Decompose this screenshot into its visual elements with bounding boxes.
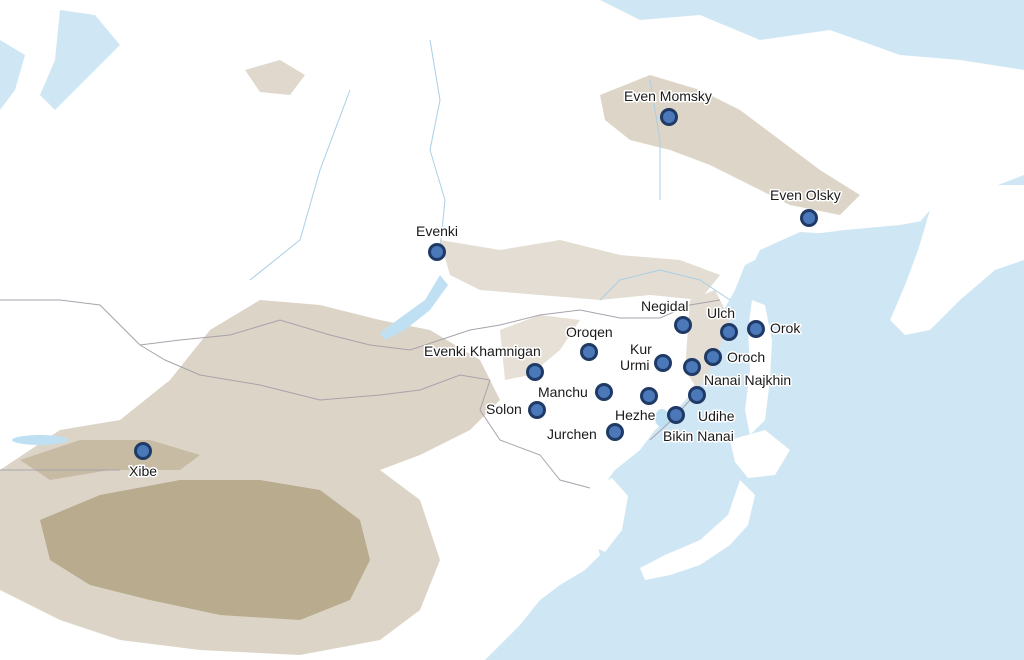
label-udihe: Udihe	[698, 408, 735, 424]
label-bikin-nanai: Bikin Nanai	[663, 428, 734, 444]
site-even-olsky[interactable]: Even Olsky	[769, 186, 842, 227]
site-xibe[interactable]: Xibe	[128, 442, 159, 481]
label-negidal: Negidal	[641, 298, 688, 314]
site-hezhe[interactable]: Hezhe	[614, 387, 658, 425]
relief-tibet-high	[40, 480, 370, 620]
sea-north-inlet	[40, 10, 120, 110]
label-manchu: Manchu	[538, 384, 588, 400]
label-oroch: Oroch	[727, 349, 765, 365]
label-kur-urmi: Kur Urmi	[620, 341, 656, 373]
landmass-kamchatka	[890, 185, 1024, 335]
location-markers: Even Momsky Even Olsky Evenki Negidal Ul…	[128, 87, 843, 481]
label-oroqen: Oroqen	[566, 324, 613, 340]
label-even-olsky: Even Olsky	[770, 187, 841, 203]
landmass-hokkaido	[730, 430, 790, 478]
sea-okhotsk	[735, 210, 930, 395]
relief-north-patch	[245, 60, 305, 95]
site-oroqen[interactable]: Oroqen	[565, 323, 614, 361]
sea-top-right	[780, 0, 1024, 60]
site-orok[interactable]: Orok	[747, 319, 803, 338]
site-manchu[interactable]: Manchu	[537, 383, 613, 402]
sea-north-bay	[0, 40, 25, 110]
site-kur-urmi[interactable]: Kur Urmi Kur Urmi	[619, 340, 701, 376]
label-solon: Solon	[486, 401, 522, 417]
site-solon[interactable]: Solon	[485, 400, 546, 419]
label-evenki-khamnigan: Evenki Khamnigan	[424, 343, 541, 359]
site-evenki[interactable]: Evenki	[415, 222, 460, 261]
label-xibe: Xibe	[129, 463, 157, 479]
site-even-momsky[interactable]: Even Momsky	[623, 87, 713, 126]
site-negidal[interactable]: Negidal	[640, 297, 692, 334]
label-orok: Orok	[770, 320, 801, 336]
rivers	[249, 39, 731, 301]
lake-balkhash	[12, 435, 68, 445]
site-nanai-najkhin[interactable]: Nanai Najkhin	[688, 371, 793, 404]
label-even-momsky: Even Momsky	[624, 88, 712, 104]
site-ulch[interactable]: Ulch	[706, 304, 738, 341]
relief-manchuria	[500, 315, 580, 380]
site-udihe[interactable]: Udihe	[667, 406, 736, 426]
label-hezhe: Hezhe	[615, 407, 656, 423]
site-oroch[interactable]: Oroch	[704, 348, 767, 367]
site-evenki-khamnigan[interactable]: Evenki Khamnigan	[423, 342, 544, 381]
lake-baikal	[380, 275, 448, 340]
site-jurchen[interactable]: Jurchen	[546, 423, 624, 444]
landmass-korea	[585, 478, 628, 552]
lake-khanka	[655, 409, 669, 427]
label-jurchen: Jurchen	[547, 426, 597, 442]
label-nanai-najkhin: Nanai Najkhin	[704, 372, 791, 388]
landmass-honshu	[640, 480, 755, 580]
relief-siberia	[440, 240, 720, 300]
borders	[0, 299, 721, 489]
label-evenki: Evenki	[416, 223, 458, 239]
label-ulch: Ulch	[707, 305, 735, 321]
